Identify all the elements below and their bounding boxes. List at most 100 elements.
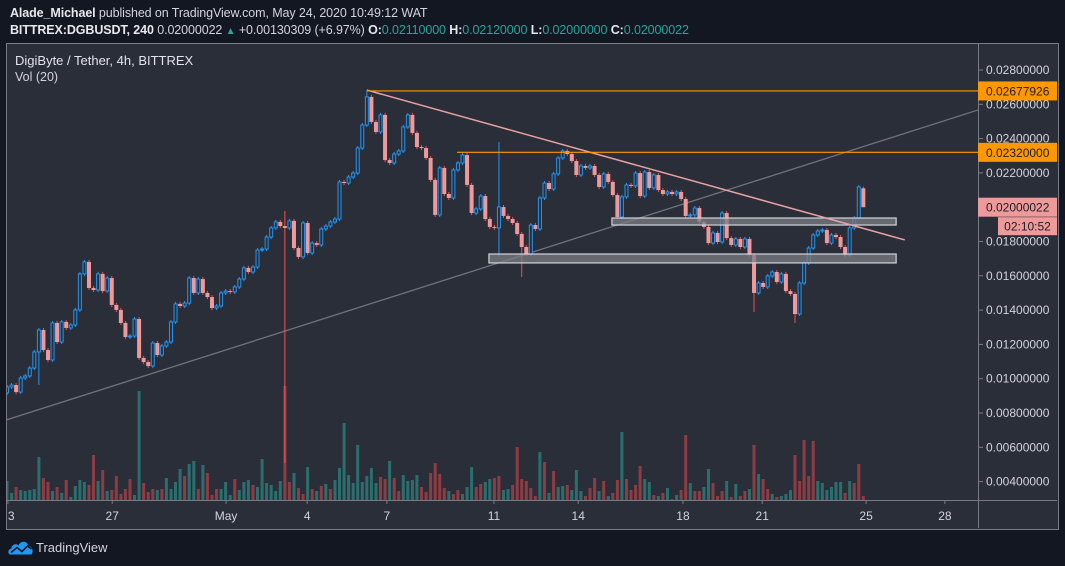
candle (633, 171, 638, 188)
candle (73, 307, 78, 328)
descending-trendline[interactable] (366, 89, 905, 241)
volume-bar (716, 496, 720, 500)
candle-body-down (146, 362, 151, 367)
candle-body-down (610, 181, 615, 196)
price-axis[interactable]: 0.02800000 0.02600000 0.02400000 0.02200000… (979, 63, 1050, 489)
candle (250, 264, 255, 275)
volume-bar (552, 471, 556, 500)
candle (469, 182, 474, 216)
candle (647, 169, 652, 191)
support-zone-rectangle[interactable] (611, 217, 897, 226)
candle-body-down (638, 173, 643, 197)
volume-bar (693, 491, 697, 500)
volume-bar (174, 482, 177, 500)
volume-bar (183, 476, 187, 500)
volume-bar (347, 475, 351, 500)
volume-bar (629, 490, 633, 500)
volume-bar (351, 483, 355, 500)
candle-body-down (615, 195, 620, 217)
volume-bar (260, 459, 264, 500)
volume-bar (688, 483, 692, 500)
candle-body-up (32, 351, 37, 369)
candle-body-down (278, 221, 283, 227)
symbol-info: BITTREX:DGBUSDT, 240 0.02000022 ▲ +0.001… (10, 23, 689, 37)
drawings-layer[interactable] (366, 89, 978, 264)
candle-body-up (269, 227, 274, 238)
volume-bar (324, 484, 328, 500)
volume-bar (406, 481, 410, 500)
candle-body-up (829, 234, 834, 244)
footer-brand[interactable]: TradingView (8, 539, 108, 555)
tradingview-cloud-logo-icon (8, 541, 33, 555)
candle-body-up (168, 321, 173, 343)
candle (223, 289, 228, 296)
candle (428, 155, 433, 182)
candle (715, 230, 720, 245)
volume-bar (96, 481, 100, 500)
volume-bar (852, 483, 856, 500)
candle (319, 226, 324, 247)
candle-body-down (342, 181, 347, 184)
candle-body-down (446, 193, 451, 198)
candle-body-down (91, 287, 96, 291)
candle-body-up (478, 195, 483, 210)
countdown-box (998, 217, 1057, 236)
candle-body-up (332, 218, 337, 223)
candle-body-up (770, 271, 775, 277)
candle-body-up (159, 345, 164, 356)
support-zone-rectangle[interactable] (488, 253, 897, 264)
candle (41, 327, 46, 353)
candle-body-up (437, 167, 442, 216)
price-axis-label: 0.01800000 (986, 235, 1050, 249)
candle (506, 213, 511, 222)
candle-body-up (451, 169, 456, 199)
candle (465, 153, 470, 187)
candle (588, 163, 593, 170)
candle-body-down (123, 322, 128, 338)
volume-legend[interactable]: Vol (20) (15, 70, 59, 84)
volume-bar (830, 487, 833, 500)
candle-body-down (118, 309, 123, 323)
time-axis-label: 28 (938, 509, 952, 523)
candle (337, 179, 342, 222)
volume-bar (456, 490, 460, 500)
candle (856, 184, 861, 221)
candle (228, 289, 233, 294)
candle (159, 343, 164, 358)
candle-body-up (496, 206, 501, 229)
volume-bar (420, 487, 423, 500)
volume-bar (729, 497, 733, 500)
candle (355, 145, 360, 176)
candle (114, 302, 119, 312)
volume-bar (470, 467, 474, 500)
candle (783, 271, 788, 294)
candle (305, 220, 310, 256)
candle-body-up (815, 230, 820, 236)
candle-body-up (601, 173, 606, 188)
ascending-trendline[interactable] (6, 109, 978, 421)
symbol-label[interactable]: BITTREX:DGBUSDT, 240 (10, 23, 154, 37)
volume-bar (488, 479, 492, 500)
volume-bar (825, 490, 829, 500)
candle (437, 165, 442, 217)
volume-bar (28, 490, 32, 500)
volume-bar (442, 488, 446, 500)
candle (829, 232, 834, 246)
volume-bar (684, 435, 688, 500)
candle (401, 124, 406, 154)
candle-body-up (351, 172, 356, 178)
candle (301, 220, 306, 259)
time-axis-label: 25 (859, 509, 873, 523)
candle (474, 206, 479, 216)
candle-body-up (310, 242, 315, 254)
candle-body-up (264, 236, 269, 250)
chart-legend-title[interactable]: DigiByte / Tether, 4h, BITTREX (15, 53, 194, 68)
volume-bar (14, 487, 18, 500)
candle (496, 142, 501, 257)
candle-body-down (291, 220, 296, 249)
author-name[interactable]: Alade_Michael (10, 6, 96, 20)
chart-pane[interactable] (6, 43, 1059, 530)
candle (815, 228, 820, 238)
time-axis[interactable]: 3 27 May 4 7 11 14 18 21 25 28 (7, 501, 952, 523)
